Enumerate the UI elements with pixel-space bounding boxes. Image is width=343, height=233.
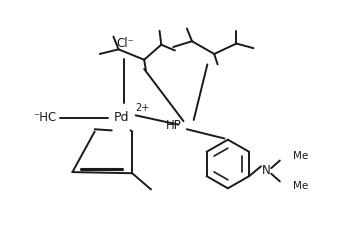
Text: HP: HP — [166, 119, 182, 132]
Text: Me: Me — [294, 151, 309, 161]
Text: N: N — [262, 164, 271, 177]
Text: Cl⁻: Cl⁻ — [116, 37, 134, 50]
Text: Pd: Pd — [114, 111, 130, 124]
Text: Me: Me — [294, 181, 309, 191]
Text: ⁻HC: ⁻HC — [34, 111, 57, 124]
Text: 2+: 2+ — [135, 103, 150, 113]
